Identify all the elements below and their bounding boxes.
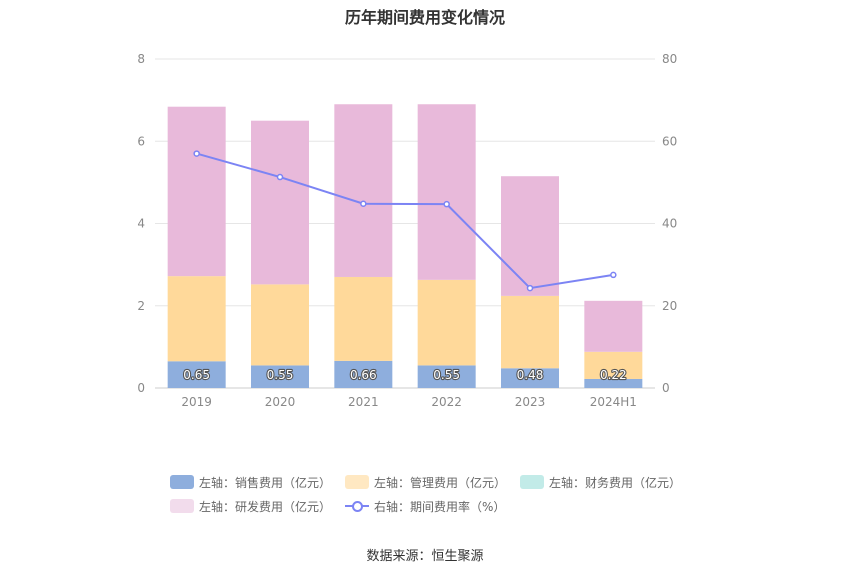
rate-point — [610, 271, 617, 279]
rate-point — [193, 150, 200, 157]
bar-segment — [584, 300, 643, 352]
legend-swatch-admin — [345, 475, 370, 489]
data-label: 0.55 — [433, 368, 460, 382]
legend-label-rnd: 左轴：研发费用（亿元） — [199, 499, 332, 514]
x-axis-tick-label: 2024H1 — [590, 395, 637, 409]
legend-item-admin[interactable]: 左轴：管理费用（亿元） — [345, 474, 506, 491]
x-axis-tick-label: 2021 — [348, 395, 379, 409]
legend-row-2: 左轴：研发费用（亿元） 右轴：期间费用率（%） — [170, 494, 730, 518]
legend-swatch-sales — [170, 475, 194, 489]
left-axis-tick-label: 0 — [137, 381, 145, 395]
legend-swatch-rnd — [170, 499, 194, 513]
bar-segment — [167, 276, 226, 362]
right-axis-tick-label: 0 — [662, 381, 670, 395]
data-label: 0.55 — [267, 368, 294, 382]
bar-segment — [167, 361, 226, 388]
rate-point — [360, 200, 367, 208]
bar-segment — [251, 120, 309, 285]
right-axis-tick-label: 40 — [662, 217, 677, 231]
legend-item-rate[interactable]: 右轴：期间费用率（%） — [345, 498, 505, 515]
rate-point — [443, 200, 450, 208]
bar-segment — [501, 176, 559, 296]
legend-label-rate: 右轴：期间费用率（%） — [374, 499, 506, 514]
left-axis-tick-label: 4 — [137, 217, 145, 231]
bar-segment — [334, 360, 393, 388]
x-axis-tick-label: 2020 — [265, 395, 296, 409]
data-label: 0.22 — [600, 368, 627, 382]
bar-segment — [501, 368, 559, 388]
rate-point — [276, 173, 284, 181]
bar-segment — [251, 284, 309, 366]
chart-legend: 左轴：销售费用（亿元） 左轴：管理费用（亿元） 左轴：财务费用（亿元） 左轴：研… — [170, 470, 730, 518]
legend-label-sales: 左轴：销售费用（亿元） — [199, 475, 332, 490]
data-source: 数据来源：恒生聚源 — [366, 549, 484, 564]
right-axis-tick-label: 80 — [662, 52, 677, 66]
bar-segment — [584, 351, 643, 379]
legend-label-admin: 左轴：管理费用（亿元） — [374, 475, 507, 490]
left-axis-tick-label: 6 — [137, 134, 145, 148]
legend-item-finance[interactable]: 左轴：财务费用（亿元） — [520, 474, 681, 491]
data-label: 0.65 — [183, 368, 210, 382]
bar-segment — [251, 365, 309, 388]
rate-line — [196, 152, 614, 290]
bar-segment — [417, 104, 476, 280]
bar-segment — [501, 295, 559, 369]
bar-segment — [417, 365, 476, 388]
legend-label-finance: 左轴：财务费用（亿元） — [549, 475, 682, 490]
right-axis-tick-label: 60 — [662, 134, 677, 148]
legend-item-rnd[interactable]: 左轴：研发费用（亿元） — [170, 498, 331, 515]
legend-swatch-finance — [520, 475, 545, 489]
bar-segment — [417, 279, 476, 366]
right-axis-tick-label: 20 — [662, 299, 677, 313]
x-axis-tick-label: 2022 — [431, 395, 462, 409]
legend-swatch-rate — [345, 499, 370, 513]
data-label: 0.48 — [517, 368, 544, 382]
left-axis-tick-label: 2 — [137, 299, 145, 313]
chart-title: 历年期间费用变化情况 — [344, 8, 505, 27]
legend-row-1: 左轴：销售费用（亿元） 左轴：管理费用（亿元） 左轴：财务费用（亿元） — [170, 470, 730, 494]
bar-segment — [334, 104, 393, 277]
bar-segment — [584, 378, 643, 388]
legend-item-sales[interactable]: 左轴：销售费用（亿元） — [170, 474, 331, 491]
bar-segment — [167, 106, 226, 277]
x-axis-tick-label: 2023 — [515, 395, 546, 409]
rate-point — [526, 284, 534, 292]
data-label: 0.66 — [350, 368, 377, 382]
x-axis-tick-label: 2019 — [181, 395, 212, 409]
left-axis-tick-label: 8 — [137, 52, 145, 66]
bar-segment — [334, 276, 393, 361]
